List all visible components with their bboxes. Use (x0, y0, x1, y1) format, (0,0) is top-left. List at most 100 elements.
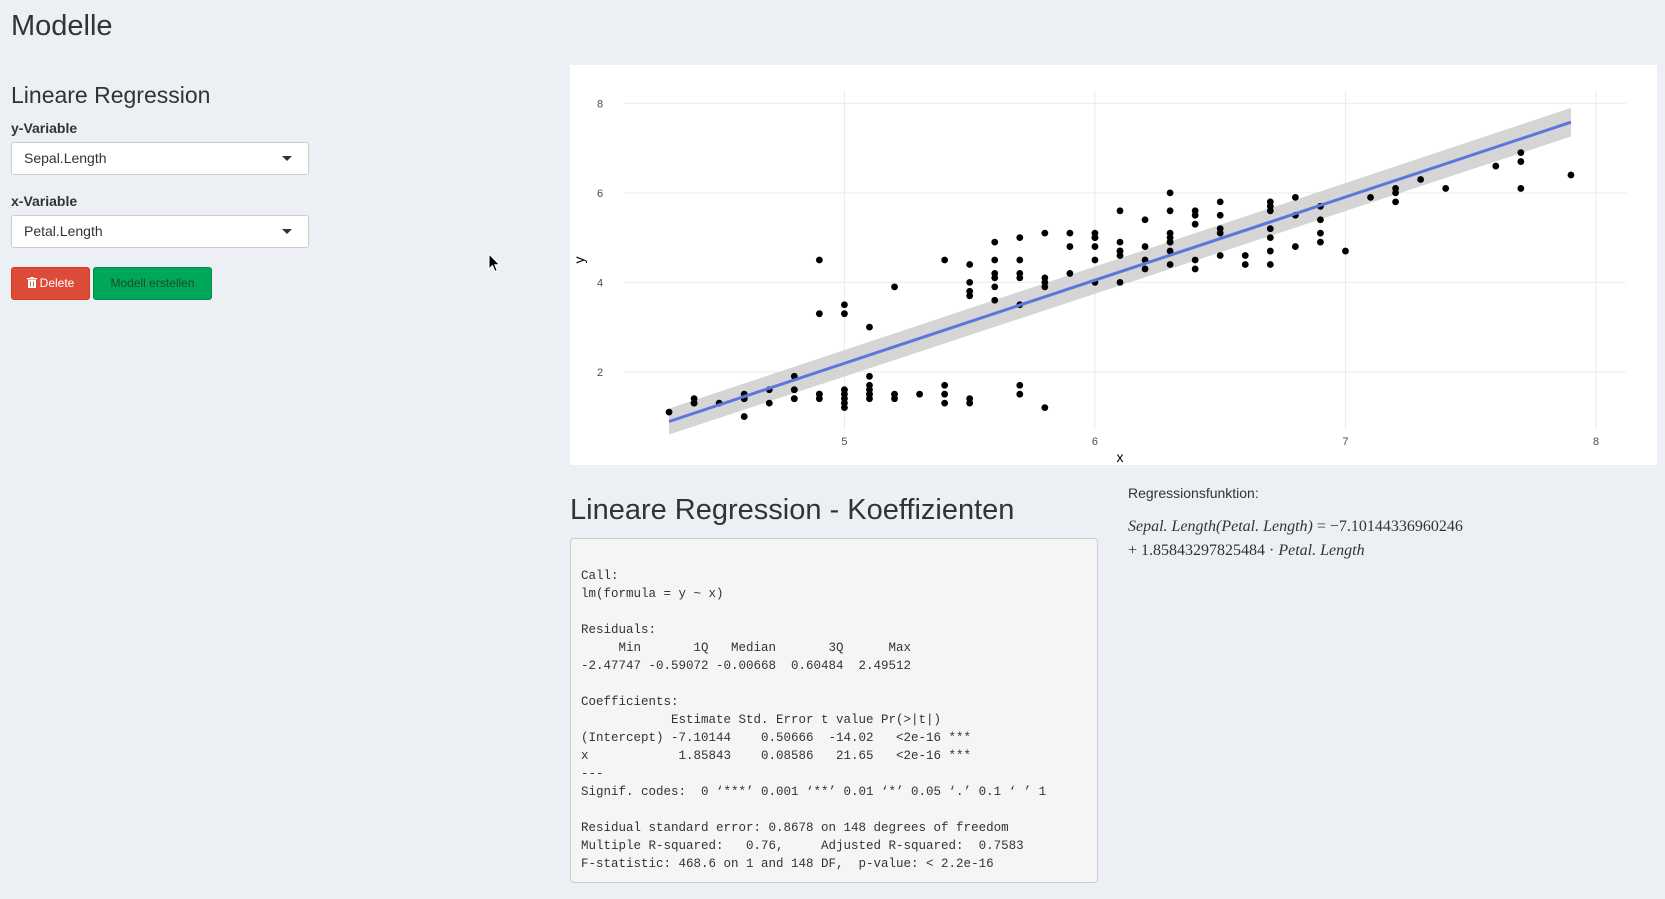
data-point (1016, 381, 1024, 389)
chevron-down-icon (282, 156, 292, 161)
data-point (1041, 229, 1049, 237)
model-summary-output: Call: lm(formula = y ~ x) Residuals: Min… (570, 538, 1098, 883)
data-point (1392, 198, 1399, 206)
data-point (1291, 193, 1299, 201)
formula-variable: Petal. Length (1278, 542, 1365, 559)
summary-line: F-statistic: 468.6 on 1 and 148 DF, p-va… (581, 857, 994, 871)
data-point (1016, 274, 1024, 282)
data-point (1066, 229, 1074, 237)
data-point (1166, 247, 1174, 255)
data-point (1517, 149, 1525, 157)
summary-line: Residuals: (581, 623, 657, 637)
data-point (740, 413, 748, 420)
data-point (1166, 238, 1174, 246)
data-point (991, 296, 999, 304)
y-variable-select[interactable]: Sepal.Length (11, 142, 309, 175)
data-point (1317, 238, 1324, 246)
data-point (941, 390, 949, 398)
summary-line: Residual standard error: 0.8678 on 148 d… (581, 821, 1009, 835)
data-point (790, 395, 798, 403)
data-point (1342, 247, 1349, 255)
summary-line: Coefficients: (581, 695, 679, 709)
y-tick-label: 8 (597, 98, 603, 110)
data-point (841, 399, 848, 407)
data-point (1016, 390, 1024, 398)
summary-line: Min 1Q Median 3Q Max (618, 641, 912, 655)
data-point (1141, 216, 1149, 224)
data-point (1116, 207, 1124, 215)
data-point (991, 256, 999, 264)
x-axis-label: x (1117, 449, 1124, 465)
formula-intercept: = −7.10144336960246 (1312, 518, 1463, 535)
data-point (1517, 185, 1525, 192)
data-point (1191, 265, 1199, 273)
data-point (765, 399, 773, 407)
data-point (1116, 238, 1124, 246)
summary-line: Estimate Std. Error t value Pr(>|t|) (671, 713, 942, 727)
x-variable-select[interactable]: Petal.Length (11, 215, 309, 248)
data-point (1216, 211, 1224, 219)
summary-line: (Intercept) -7.10144 0.50666 -14.02 <2e-… (581, 731, 972, 745)
x-variable-value: Petal.Length (24, 223, 103, 239)
data-point (841, 301, 848, 309)
data-point (1091, 256, 1099, 264)
data-point (866, 372, 873, 380)
data-point (1066, 243, 1074, 250)
data-point (991, 238, 999, 246)
data-point (966, 292, 974, 300)
data-point (1166, 207, 1174, 215)
mouse-cursor-icon (488, 253, 501, 273)
data-point (1392, 189, 1399, 197)
y-tick-label: 6 (597, 188, 603, 200)
data-point (1216, 252, 1224, 259)
data-point (991, 283, 999, 291)
data-point (991, 274, 999, 282)
create-model-button[interactable]: Modell erstellen (93, 267, 212, 300)
data-point (1091, 243, 1099, 250)
summary-line: lm(formula = y ~ x) (581, 587, 724, 601)
summary-line: x 1.85843 0.08586 21.65 <2e-16 *** (581, 749, 972, 763)
data-point (966, 278, 974, 286)
data-point (1141, 243, 1149, 250)
data-point (1216, 198, 1224, 206)
data-point (1116, 278, 1124, 286)
data-point (1216, 229, 1224, 237)
delete-button[interactable]: Delete (11, 267, 90, 300)
data-point (1442, 185, 1450, 192)
data-point (1266, 207, 1274, 215)
data-point (1517, 158, 1525, 165)
plot-panel: 5 6 7 8 2 4 6 8 x y (570, 65, 1657, 465)
data-point (966, 261, 974, 268)
data-point (841, 386, 848, 394)
x-tick-label: 8 (1593, 436, 1599, 448)
data-point (815, 310, 823, 318)
coefficients-title: Lineare Regression - Koeffizienten (570, 494, 1015, 526)
data-point (891, 395, 898, 403)
data-point (1241, 261, 1249, 268)
data-point (941, 256, 949, 264)
data-point (1567, 171, 1575, 179)
data-point (665, 408, 673, 416)
data-point (841, 310, 848, 318)
x-tick-label: 5 (841, 436, 847, 448)
formula-lhs: Sepal. Length(Petal. Length) (1128, 518, 1313, 535)
regression-formula: Sepal. Length(Petal. Length) = −7.101443… (1128, 515, 1463, 563)
data-point (1116, 247, 1124, 255)
data-point (1317, 216, 1324, 224)
y-tick-label: 2 (597, 367, 603, 379)
data-point (1041, 404, 1049, 412)
data-point (941, 399, 949, 407)
summary-line: Multiple R-squared: 0.76, Adjusted R-squ… (581, 839, 1024, 853)
data-point (1016, 234, 1024, 242)
data-point (1492, 162, 1500, 170)
y-axis-label: y (571, 257, 587, 264)
data-point (815, 390, 823, 398)
y-variable-value: Sepal.Length (24, 150, 107, 166)
data-point (690, 399, 698, 407)
data-point (1317, 229, 1324, 237)
data-point (1191, 220, 1199, 228)
data-point (866, 323, 873, 331)
data-point (1291, 243, 1299, 250)
data-point (1141, 265, 1149, 273)
data-point (1191, 207, 1199, 215)
